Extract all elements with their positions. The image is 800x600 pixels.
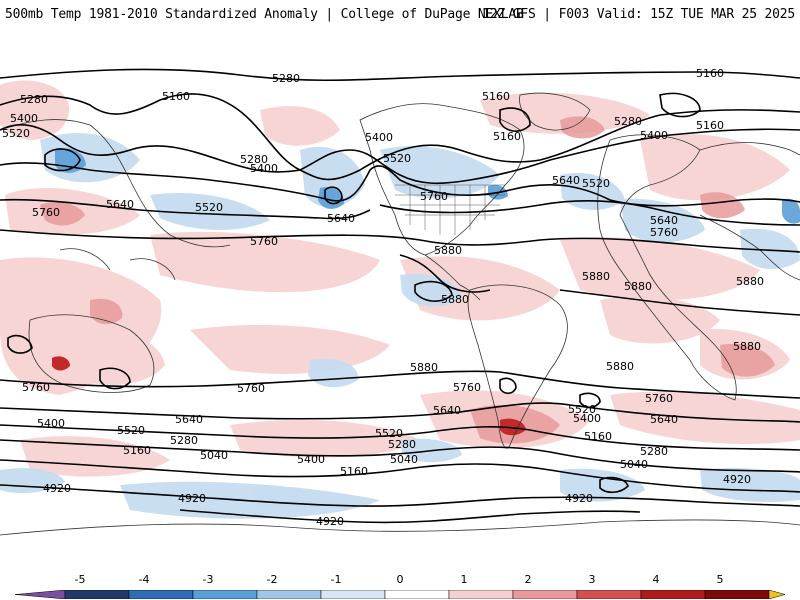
- contour-label: 5880: [441, 293, 469, 306]
- colorbar-tick-label: -1: [330, 573, 342, 586]
- colorbar-segment: [320, 590, 386, 599]
- contour-label: 5400: [37, 417, 65, 430]
- contour-label: 5520: [582, 177, 610, 190]
- contour-label: 5760: [645, 392, 673, 405]
- contour-label: 5760: [237, 382, 265, 395]
- contour-label: 5640: [650, 214, 678, 227]
- contour-label: 5160: [696, 119, 724, 132]
- contour-label: 5760: [32, 206, 60, 219]
- colorbar-segment: [448, 590, 514, 599]
- colorbar-segment: [64, 590, 130, 599]
- anomaly-colorbar: -5 -4 -3 -2 -1 0 1 2 3 4 5: [0, 570, 800, 600]
- contour-label: 5880: [606, 360, 634, 373]
- contour-label: 5640: [106, 198, 134, 211]
- colorbar-segment: [256, 590, 322, 599]
- contour-label: 5640: [650, 413, 678, 426]
- colorbar-tick-label: 0: [396, 573, 404, 586]
- colorbar-segment: [128, 590, 194, 599]
- colorbar-tick-label: 5: [716, 573, 724, 586]
- contour-label: 5880: [733, 340, 761, 353]
- contour-label: 5280: [640, 445, 668, 458]
- contour-label: 5520: [383, 152, 411, 165]
- contour-label: 4920: [316, 515, 344, 528]
- contour-label: 4920: [178, 492, 206, 505]
- contour-label: 5280: [20, 93, 48, 106]
- contour-label: 5760: [453, 381, 481, 394]
- extreme-warm-anomaly-shading: [52, 356, 526, 436]
- contour-label: 5760: [650, 226, 678, 239]
- colorbar-tick-label: -3: [202, 573, 214, 586]
- contour-label: 5640: [433, 404, 461, 417]
- contour-label: 5520: [117, 424, 145, 437]
- contour-labels: 5280 5160 5280 5400 5520 5280 5400 5400 …: [2, 67, 764, 528]
- model-run-info: 12Z GFS | F003 Valid: 15Z TUE MAR 25 202…: [482, 7, 795, 22]
- contour-label: 5880: [434, 244, 462, 257]
- coastlines: [0, 92, 800, 536]
- contour-label: 5880: [624, 280, 652, 293]
- colorbar-tick-label: -4: [138, 573, 150, 586]
- contour-label: 5400: [640, 129, 668, 142]
- colorbar-segment: [640, 590, 706, 599]
- colorbar-segment: [15, 590, 66, 599]
- header: 500mb Temp 1981-2010 Standardized Anomal…: [0, 0, 800, 28]
- contour-label: 4920: [565, 492, 593, 505]
- colorbar-tick-label: 2: [524, 573, 532, 586]
- contour-label: 4920: [43, 482, 71, 495]
- contour-label: 5400: [573, 412, 601, 425]
- contour-label: 5520: [2, 127, 30, 140]
- contour-label: 5400: [250, 162, 278, 175]
- colorbar-tick-label: 3: [588, 573, 596, 586]
- colorbar-tick-label: 1: [460, 573, 468, 586]
- contour-label: 5520: [195, 201, 223, 214]
- contour-label: 5160: [340, 465, 368, 478]
- contour-label: 5040: [620, 458, 648, 471]
- contour-label: 5400: [10, 112, 38, 125]
- contour-label: 4920: [723, 473, 751, 486]
- contour-label: 5880: [410, 361, 438, 374]
- map-panel[interactable]: 5280 5160 5280 5400 5520 5280 5400 5400 …: [0, 28, 800, 558]
- height-contours: [0, 68, 800, 524]
- contour-label: 5640: [175, 413, 203, 426]
- contour-label: 5160: [696, 67, 724, 80]
- contour-label: 5640: [327, 212, 355, 225]
- contour-label: 5880: [582, 270, 610, 283]
- contour-label: 5280: [272, 72, 300, 85]
- contour-label: 5640: [552, 174, 580, 187]
- contour-label: 5160: [584, 430, 612, 443]
- contour-label: 5400: [297, 453, 325, 466]
- contour-label: 5280: [614, 115, 642, 128]
- colorbar-segment: [576, 590, 642, 599]
- contour-label: 5760: [420, 190, 448, 203]
- contour-label: 5280: [388, 438, 416, 451]
- contour-label: 5760: [22, 381, 50, 394]
- contour-label: 5280: [240, 153, 268, 166]
- contour-label: 5520: [568, 403, 596, 416]
- contour-label: 5880: [736, 275, 764, 288]
- colorbar-segment: [384, 590, 450, 599]
- strong-warm-anomaly-shading: [40, 116, 775, 444]
- weather-map-svg: 5280 5160 5280 5400 5520 5280 5400 5400 …: [0, 28, 800, 558]
- colorbar-segment: [704, 590, 770, 599]
- colorbar-segment: [768, 590, 785, 599]
- contour-label: 5160: [162, 90, 190, 103]
- contour-label: 5040: [200, 449, 228, 462]
- contour-label: 5400: [365, 131, 393, 144]
- contour-label: 5160: [482, 90, 510, 103]
- contour-label: 5160: [123, 444, 151, 457]
- colorbar-segment: [192, 590, 258, 599]
- contour-label: 5760: [250, 235, 278, 248]
- map-title: 500mb Temp 1981-2010 Standardized Anomal…: [5, 7, 524, 22]
- colorbar-tick-label: -5: [74, 573, 86, 586]
- contour-label: 5160: [493, 130, 521, 143]
- colorbar-strip: [15, 590, 785, 599]
- colorbar-tick-label: -2: [266, 573, 278, 586]
- colorbar-segment: [512, 590, 578, 599]
- colorbar-tick-label: 4: [652, 573, 660, 586]
- contour-label: 5040: [390, 453, 418, 466]
- contour-label: 5520: [375, 427, 403, 440]
- contour-label: 5280: [170, 434, 198, 447]
